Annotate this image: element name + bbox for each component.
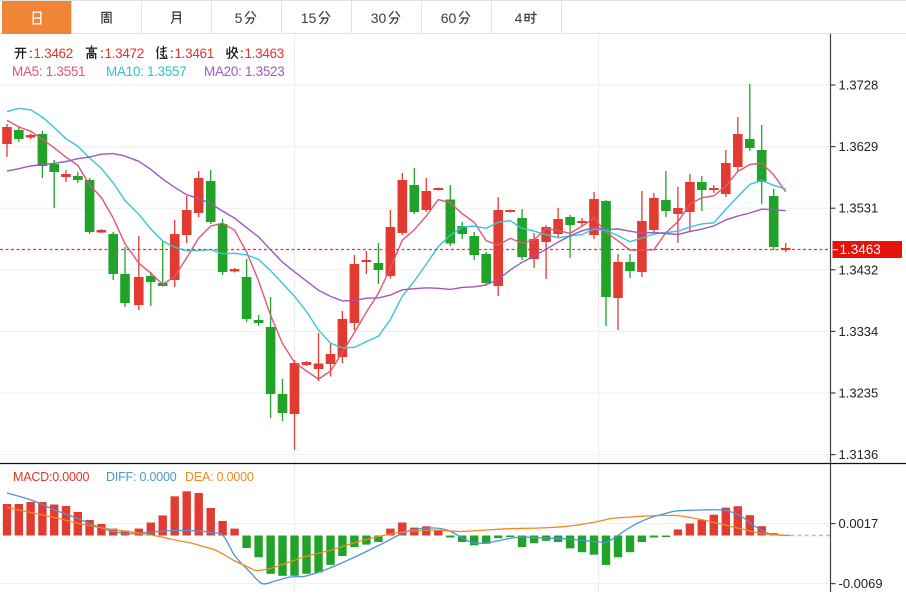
svg-text:0.0017: 0.0017: [839, 516, 879, 531]
svg-text:1.3463: 1.3463: [840, 242, 881, 257]
svg-text:1.3728: 1.3728: [839, 78, 879, 93]
svg-text:1.3531: 1.3531: [839, 201, 879, 216]
svg-text:1.3629: 1.3629: [839, 139, 879, 154]
svg-text:1.3235: 1.3235: [839, 386, 879, 401]
svg-text:-0.0069: -0.0069: [839, 576, 883, 591]
svg-text:1.3432: 1.3432: [839, 262, 879, 277]
svg-text:1.3136: 1.3136: [839, 447, 879, 462]
svg-text:1.3334: 1.3334: [839, 324, 879, 339]
